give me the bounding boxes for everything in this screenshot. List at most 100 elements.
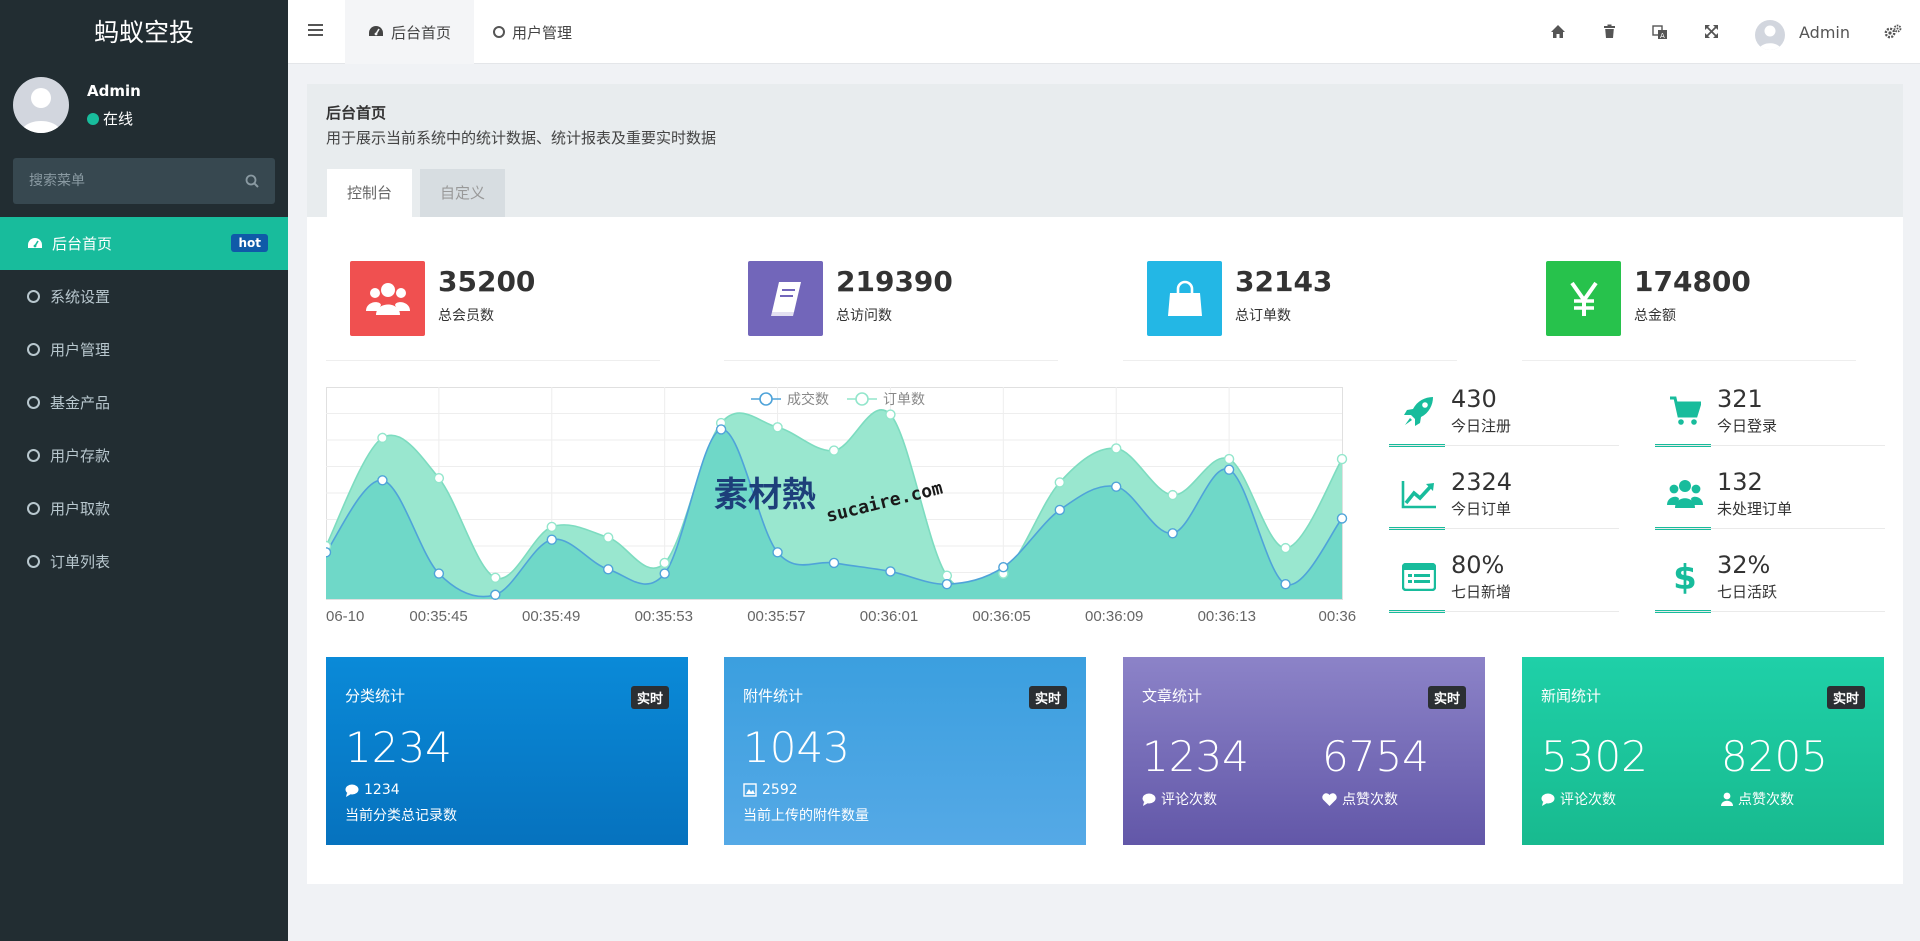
user-name: Admin (87, 82, 141, 100)
header-avatar[interactable] (1755, 20, 1785, 50)
info-box-title: 文章统计 (1142, 687, 1203, 705)
user-status: 在线 (87, 108, 133, 129)
chart-x-tick-label: 00:35:49 (522, 608, 580, 625)
header-username[interactable]: Admin (1799, 23, 1850, 42)
comment-icon (1541, 793, 1555, 806)
chart-point (998, 561, 1009, 573)
sidebar-item-user-management[interactable]: 用户管理 (0, 323, 288, 376)
chart-point (1111, 443, 1122, 454)
home-icon[interactable] (1550, 24, 1566, 39)
info-box-description: 当前上传的附件数量 (743, 808, 869, 824)
circle-icon (27, 449, 40, 462)
chart-point (1336, 513, 1348, 524)
mini-stat-today-logins: 321 今日登录 (1655, 385, 1885, 455)
page-description: 用于展示当前系统中的统计数据、统计报表及重要实时数据 (326, 129, 717, 147)
info-box-likes: 6754 点赞次数 (1322, 733, 1492, 809)
settings-icon[interactable] (1884, 24, 1902, 40)
info-box-value: 6754 (1322, 732, 1429, 781)
chart-point (377, 432, 388, 444)
sidebar-item-label: 基金产品 (50, 394, 111, 412)
mini-stat-label: 七日活跃 (1717, 583, 1778, 601)
mini-stat-label: 七日新增 (1451, 583, 1512, 601)
chart-x-tick-label: 00:35:57 (747, 608, 805, 625)
chart-point (772, 422, 783, 433)
sidebar-item-label: 后台首页 (52, 235, 113, 253)
tab-dashboard[interactable]: 后台首页 (345, 0, 474, 64)
shopping-bag-icon (1147, 261, 1222, 336)
sidebar-item-label: 用户取款 (50, 500, 111, 518)
chart-point (326, 547, 332, 558)
circle-icon (27, 555, 40, 568)
page-title: 后台首页 (326, 104, 387, 122)
chart-point (603, 532, 614, 543)
stat-total-visits: 219390 总访问数 (724, 261, 1058, 361)
info-box-news-stats: 新闻统计 实时 5302 评论次数 8205 点赞次数 (1522, 657, 1884, 845)
hot-badge: hot (231, 234, 268, 252)
stat-value: 174800 (1634, 265, 1751, 298)
search-icon[interactable] (245, 174, 259, 188)
tab-console[interactable]: 控制台 (327, 169, 412, 217)
sidebar-item-label: 用户存款 (50, 447, 111, 465)
chart-point (546, 534, 557, 545)
menu-search-input[interactable] (13, 158, 275, 204)
realtime-badge: 实时 (630, 686, 669, 709)
sidebar-item-label: 用户管理 (50, 341, 111, 359)
avatar[interactable] (13, 77, 69, 133)
info-box-value: 8205 (1721, 732, 1828, 781)
info-box-title: 分类统计 (345, 687, 406, 705)
info-box-sub-value: 1234 (364, 782, 400, 798)
sidebar-item-system-settings[interactable]: 系统设置 (0, 270, 288, 323)
fullscreen-icon[interactable] (1704, 24, 1719, 39)
chart-point (377, 475, 388, 486)
mini-stat-label: 今日订单 (1451, 500, 1512, 518)
mini-stat-divider (1655, 528, 1885, 529)
chart-point (433, 472, 445, 484)
tab-user-management[interactable]: 用户管理 (493, 0, 572, 64)
chart-point (1167, 528, 1178, 539)
chart-point (490, 589, 501, 600)
mini-stat-divider (1389, 611, 1619, 612)
chart-point (1167, 489, 1178, 501)
mini-stat-today-orders: 2324 今日订单 (1389, 468, 1619, 538)
dollar-icon: $ (1663, 555, 1707, 599)
sidebar-item-user-withdrawals[interactable]: 用户取款 (0, 482, 288, 535)
sidebar-item-label: 订单列表 (50, 553, 111, 571)
chart-point (1054, 504, 1065, 516)
main-content: 后台首页 用于展示当前系统中的统计数据、统计报表及重要实时数据 控制台 自定义 … (307, 84, 1903, 884)
app-logo[interactable]: 蚂蚁空投 (0, 0, 288, 66)
chart-legend-marker (855, 392, 869, 406)
sidebar-item-user-deposits[interactable]: 用户存款 (0, 429, 288, 482)
chart-point (490, 572, 501, 584)
stat-label: 总会员数 (438, 308, 494, 324)
info-box-title: 附件统计 (743, 687, 804, 705)
chart-series-area (326, 429, 1342, 599)
info-box-value: 1234 (1142, 732, 1249, 781)
translate-icon[interactable]: A (1652, 24, 1668, 40)
chart-x-tick-label: 00:36: (1319, 608, 1356, 625)
chart-points (326, 409, 1348, 600)
mini-stat-divider (1389, 445, 1619, 446)
circle-icon (493, 26, 505, 38)
trash-icon[interactable] (1603, 24, 1616, 39)
chart-legend-label: 订单数 (883, 391, 925, 407)
chart-point (1280, 578, 1291, 590)
info-box-label: 点赞次数 (1721, 789, 1891, 809)
info-box-label-text: 评论次数 (1560, 792, 1616, 808)
chart-point (1223, 464, 1235, 475)
stat-value: 219390 (836, 265, 953, 298)
stat-label: 总访问数 (836, 308, 892, 324)
mini-stat-divider (1655, 445, 1885, 446)
info-box-category-stats: 分类统计 实时 1234 1234 当前分类总记录数 (326, 657, 688, 845)
mini-stat-label: 今日注册 (1451, 417, 1512, 435)
dashboard-panel: 35200 总会员数 219390 总访问数 32143 总订单数 174800… (307, 217, 1903, 884)
chart-point (1111, 481, 1122, 492)
sidebar-item-order-list[interactable]: 订单列表 (0, 535, 288, 588)
sidebar-item-fund-products[interactable]: 基金产品 (0, 376, 288, 429)
info-box-comments: 1234 评论次数 (1142, 733, 1312, 809)
users-icon (1663, 472, 1707, 516)
tab-custom[interactable]: 自定义 (420, 169, 505, 217)
rocket-icon (1397, 389, 1441, 433)
sidebar-item-dashboard[interactable]: 后台首页 hot (0, 217, 288, 270)
info-box-sub: 1234 (345, 782, 400, 798)
menu-toggle-icon[interactable] (308, 23, 324, 37)
